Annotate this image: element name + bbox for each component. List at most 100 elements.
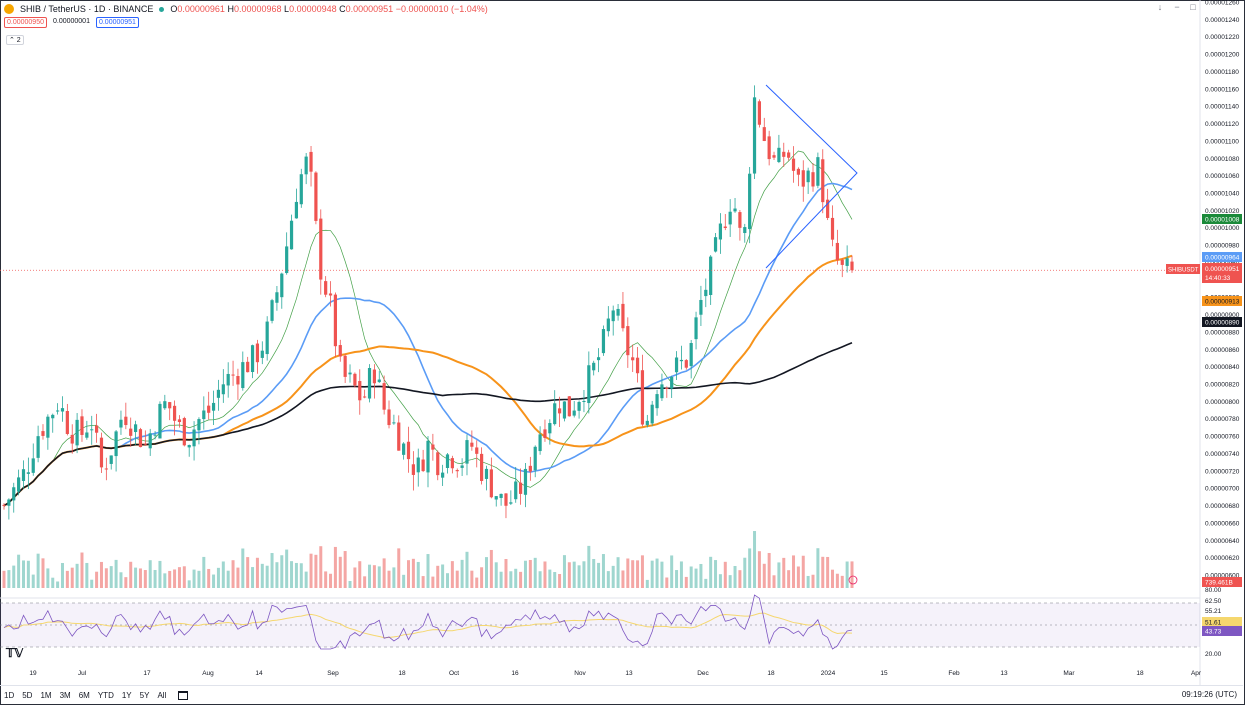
- volume-bar: [314, 554, 318, 588]
- time-tick-label: Oct: [449, 670, 459, 677]
- candle-body: [465, 440, 469, 464]
- lightning-icon[interactable]: [848, 575, 858, 585]
- candle-body: [431, 444, 435, 450]
- time-tick-label: 17: [143, 670, 151, 677]
- candle-body: [743, 227, 747, 234]
- volume-bar: [538, 571, 542, 588]
- candle-body: [46, 416, 50, 438]
- volume-bar: [138, 568, 142, 588]
- volume-bar: [806, 575, 810, 588]
- range-all[interactable]: All: [157, 690, 167, 700]
- candle-body: [104, 468, 108, 470]
- candle-body: [36, 436, 40, 458]
- price-tick-label: 0.00001000: [1205, 225, 1240, 232]
- candle-body: [246, 361, 250, 373]
- volume-bar: [153, 569, 157, 588]
- volume-bar: [368, 564, 372, 588]
- candle-body: [241, 362, 245, 389]
- range-5d[interactable]: 5D: [22, 690, 33, 700]
- ma-200-tag: 0.00000890: [1205, 320, 1240, 327]
- candle-body: [168, 402, 172, 409]
- candle-body: [504, 493, 508, 506]
- range-5y[interactable]: 5Y: [139, 690, 150, 700]
- candle-body: [294, 201, 299, 219]
- volume-bar: [7, 570, 11, 588]
- minus-icon[interactable]: −: [1174, 2, 1180, 12]
- rsi-tick-label: 80.00: [1205, 587, 1222, 594]
- range-1d[interactable]: 1D: [4, 690, 15, 700]
- range-ytd[interactable]: YTD: [97, 690, 114, 700]
- sell-button[interactable]: 0.00000950: [4, 17, 47, 28]
- range-1m[interactable]: 1M: [40, 690, 52, 700]
- volume-bar: [582, 561, 586, 588]
- volume-bar: [358, 561, 362, 588]
- volume-bar: [621, 570, 625, 588]
- ma-200-tag-bg: [1202, 317, 1242, 327]
- candle-body: [133, 424, 138, 433]
- ma-20-tag: 0.00001008: [1205, 217, 1240, 224]
- candle-body: [582, 400, 586, 402]
- candle-body: [75, 419, 79, 446]
- volume-bar: [470, 570, 474, 588]
- candle-body: [470, 442, 474, 447]
- volume-bar: [246, 557, 250, 588]
- candle-body: [455, 470, 459, 472]
- candle-body: [567, 396, 571, 417]
- candle-body: [509, 502, 513, 504]
- candle-body: [475, 447, 479, 454]
- volume-bar: [41, 558, 45, 588]
- price-tick-label: 0.00001040: [1205, 191, 1240, 198]
- volume-bar: [592, 558, 596, 588]
- tradingview-logo-icon[interactable]: 𝕋𝕍: [6, 646, 24, 660]
- volume-bar: [572, 561, 576, 588]
- buy-button[interactable]: 0.00000951: [95, 17, 139, 28]
- collapse-indicators-button[interactable]: ⌃ 2: [6, 35, 24, 45]
- volume-bar: [850, 561, 854, 588]
- price-tick-label: 0.00000700: [1205, 486, 1240, 493]
- volume-bar: [387, 570, 391, 588]
- candle-body: [397, 422, 401, 451]
- candle-body: [538, 434, 542, 452]
- volume-bar: [587, 545, 591, 588]
- volume-bar: [12, 565, 16, 588]
- candle-body: [226, 373, 230, 386]
- candle-body: [402, 443, 406, 455]
- range-1y[interactable]: 1Y: [121, 690, 132, 700]
- volume-bar: [689, 566, 693, 588]
- candle-body: [265, 321, 269, 355]
- price-tick-label: 0.00000840: [1205, 364, 1240, 371]
- candle-body: [543, 429, 547, 438]
- volume-bar: [543, 561, 547, 588]
- candle-body: [679, 359, 684, 362]
- arrow-down-icon[interactable]: ↓: [1157, 2, 1163, 12]
- price-tick-label: 0.00000740: [1205, 451, 1240, 458]
- candle-body: [577, 401, 581, 411]
- volume-bar: [236, 567, 240, 588]
- price-tick-label: 0.00001020: [1205, 208, 1240, 215]
- candle-body: [684, 360, 688, 368]
- candle-body: [816, 157, 820, 186]
- candle-body: [275, 292, 279, 303]
- symbol-title[interactable]: SHIB / TetherUS · 1D · BINANCE: [20, 4, 154, 14]
- calendar-icon[interactable]: [178, 690, 189, 700]
- volume-bar: [2, 570, 6, 588]
- candle-body: [674, 357, 679, 373]
- clock[interactable]: 09:19:26 (UTC): [1181, 690, 1237, 699]
- volume-bar: [523, 560, 527, 588]
- volume-bar: [304, 571, 308, 588]
- maximize-icon[interactable]: □: [1190, 2, 1196, 12]
- price-tick-label: 0.00001100: [1205, 138, 1239, 145]
- range-6m[interactable]: 6M: [78, 690, 90, 700]
- range-3m[interactable]: 3M: [59, 690, 71, 700]
- candle-body: [826, 199, 830, 218]
- volume-bar: [626, 558, 630, 588]
- candle-body: [523, 468, 528, 495]
- triangle-trendline[interactable]: [765, 84, 858, 269]
- price-tick-label: 0.00001140: [1205, 104, 1239, 111]
- candle-body: [426, 440, 430, 473]
- price-tick-label: 0.00001240: [1205, 17, 1240, 24]
- volume-bar: [270, 553, 274, 588]
- candle-body: [494, 496, 498, 500]
- price-tick-label: 0.00000640: [1205, 538, 1240, 545]
